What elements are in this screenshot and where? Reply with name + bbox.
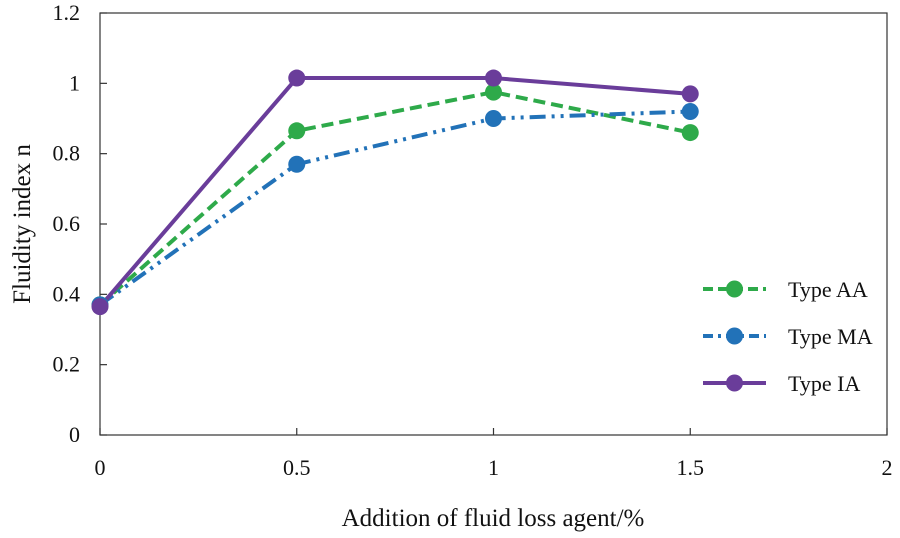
data-point xyxy=(681,124,699,142)
y-tick-label: 0.2 xyxy=(53,352,81,377)
series-markers xyxy=(91,69,699,316)
series-line xyxy=(98,90,691,307)
y-tick-label: 0.6 xyxy=(53,211,81,236)
y-tick-label: 1 xyxy=(69,70,80,95)
series-line xyxy=(98,109,691,307)
data-point xyxy=(91,298,109,316)
y-tick-label: 0.4 xyxy=(53,281,81,306)
x-tick-label: 1 xyxy=(488,455,499,480)
x-tick-label: 2 xyxy=(882,455,893,480)
legend-marker xyxy=(726,374,743,392)
series-line xyxy=(98,76,691,308)
y-tick-label: 0.8 xyxy=(53,141,81,166)
x-tick-label: 0.5 xyxy=(283,455,311,480)
y-tick-labels: 0 0.2 0.4 0.6 0.8 1 1.2 xyxy=(53,0,81,447)
legend-label: Type MA xyxy=(788,324,873,349)
series-lines xyxy=(98,76,691,308)
legend-label: Type IA xyxy=(788,371,860,396)
y-tick-label: 1.2 xyxy=(53,0,81,25)
y-axis-title: Fluidity index n xyxy=(9,144,36,304)
legend-marker xyxy=(726,280,743,298)
data-point xyxy=(485,83,502,101)
x-tick-label: 1.5 xyxy=(677,455,705,480)
legend-label: Type AA xyxy=(788,277,868,302)
data-point xyxy=(485,110,502,127)
data-point xyxy=(288,69,306,87)
data-point xyxy=(288,122,306,140)
axis-ticks xyxy=(99,12,888,436)
data-point xyxy=(681,102,699,120)
data-point xyxy=(485,69,502,87)
y-tick-label: 0 xyxy=(69,422,80,447)
legend: Type AA Type MA Type IA xyxy=(703,277,873,396)
x-tick-label: 0 xyxy=(95,455,106,480)
legend-marker xyxy=(726,327,743,345)
x-axis-title: Addition of fluid loss agent/% xyxy=(342,505,645,532)
data-point xyxy=(681,85,699,103)
x-tick-labels: 0 0.5 1 1.5 2 xyxy=(95,455,893,480)
data-point xyxy=(288,155,306,173)
